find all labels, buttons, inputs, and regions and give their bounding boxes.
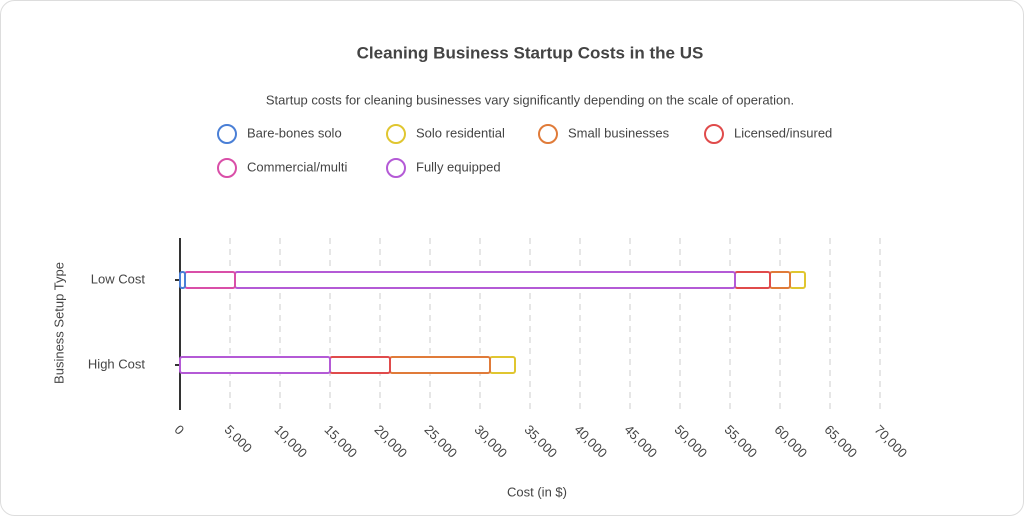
y-tick-label: Low Cost [91, 271, 146, 286]
y-axis-label: Business Setup Type [51, 262, 66, 384]
legend-label: Small businesses [568, 125, 670, 140]
legend-marker [386, 158, 406, 178]
chart-title: Cleaning Business Startup Costs in the U… [357, 43, 704, 62]
legend-label: Licensed/insured [734, 125, 832, 140]
bar-segment [769, 271, 791, 289]
bar-segment [734, 271, 771, 289]
legend-label: Fully equipped [416, 159, 501, 174]
x-axis-label: Cost (in $) [507, 484, 567, 499]
bar-segment [184, 271, 236, 289]
bar-segment [389, 356, 491, 374]
bar-segment [489, 356, 516, 374]
bar-segment [234, 271, 736, 289]
bar-segment [179, 356, 331, 374]
legend-marker [386, 124, 406, 144]
bar-segment [789, 271, 806, 289]
legend-label: Commercial/multi [247, 159, 348, 174]
subtitle: Startup costs for cleaning businesses va… [266, 92, 794, 107]
y-tick-label: High Cost [88, 356, 145, 371]
bar-segment [329, 356, 391, 374]
legend-marker [217, 124, 237, 144]
bar-segment [179, 271, 186, 289]
legend-marker [217, 158, 237, 178]
legend-label: Bare-bones solo [247, 125, 342, 140]
legend-marker [538, 124, 558, 144]
legend-marker [704, 124, 724, 144]
legend-label: Solo residential [416, 125, 505, 140]
